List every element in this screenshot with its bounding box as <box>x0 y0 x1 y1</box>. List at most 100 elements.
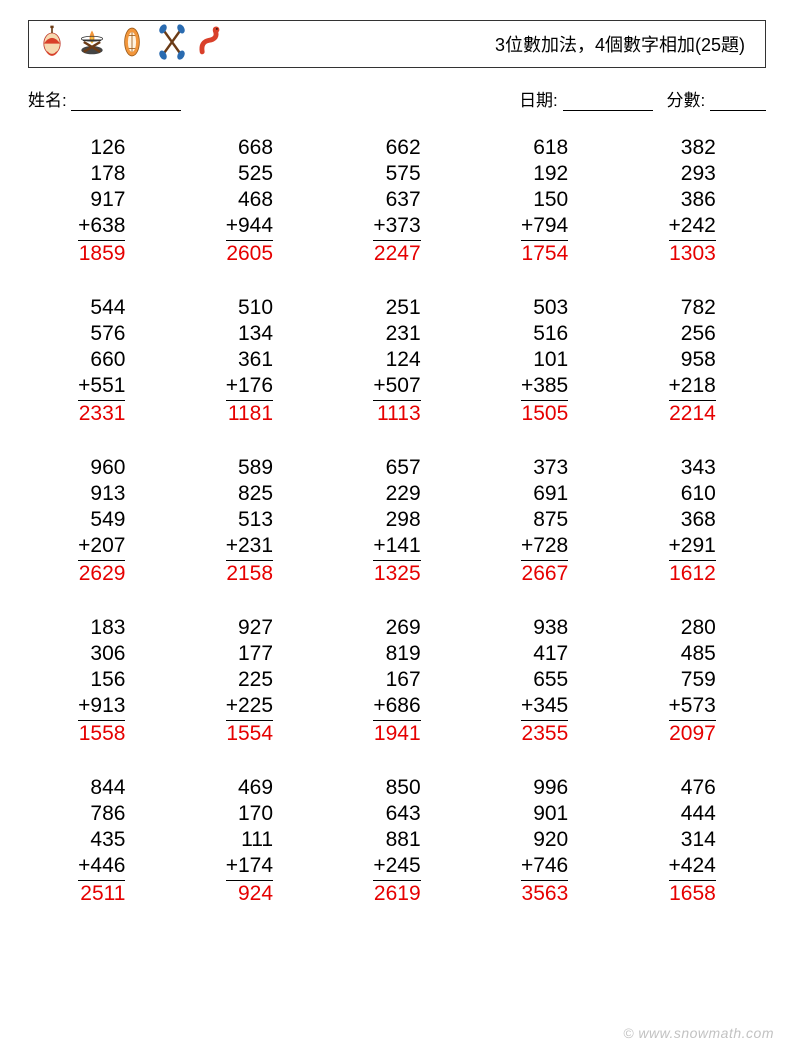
plus-sign: + <box>669 694 681 717</box>
problem: 927177225+2251554 <box>176 615 324 747</box>
addend: 691 <box>521 481 568 507</box>
plus-sign: + <box>226 214 238 237</box>
addend: 913 <box>90 694 125 717</box>
plus-sign: + <box>669 374 681 397</box>
addend: 231 <box>373 321 420 347</box>
bobber-icon <box>35 24 69 65</box>
problem-column: 960913549+2072629 <box>78 455 125 587</box>
plus-sign: + <box>226 854 238 877</box>
addend: 655 <box>521 667 568 693</box>
last-addend: +218 <box>669 373 716 399</box>
addend: 507 <box>386 374 421 397</box>
problem: 996901920+7463563 <box>471 775 619 907</box>
addend: 170 <box>226 801 273 827</box>
plus-sign: + <box>373 854 385 877</box>
addend: 686 <box>386 694 421 717</box>
addend: 549 <box>78 507 125 533</box>
last-addend: +573 <box>669 693 716 719</box>
answer: 1754 <box>521 241 568 267</box>
addend: 544 <box>78 295 125 321</box>
answer: 1505 <box>521 401 568 427</box>
answer: 1941 <box>373 721 420 747</box>
name-label: 姓名: <box>28 91 67 110</box>
addend: 225 <box>226 667 273 693</box>
problem-column: 476444314+4241658 <box>669 775 716 907</box>
problem: 662575637+3732247 <box>323 135 471 267</box>
problem: 280485759+5732097 <box>618 615 766 747</box>
answer: 2619 <box>373 881 420 907</box>
header-icons <box>35 24 229 65</box>
addend: 177 <box>226 641 273 667</box>
plus-sign: + <box>78 214 90 237</box>
problem: 269819167+6861941 <box>323 615 471 747</box>
problem: 126178917+6381859 <box>28 135 176 267</box>
addend: 476 <box>669 775 716 801</box>
problem-column: 510134361+1761181 <box>226 295 273 427</box>
addend: 111 <box>226 827 273 853</box>
answer: 1612 <box>669 561 716 587</box>
name-blank <box>71 94 181 111</box>
info-line: 姓名: 日期: 分數: <box>28 86 766 111</box>
last-addend: +385 <box>521 373 568 399</box>
last-addend: +728 <box>521 533 568 559</box>
addend: 101 <box>521 347 568 373</box>
last-addend: +794 <box>521 213 568 239</box>
addend: 156 <box>78 667 125 693</box>
addend: 913 <box>78 481 125 507</box>
addend: 944 <box>238 214 273 237</box>
plus-sign: + <box>78 534 90 557</box>
answer: 2214 <box>669 401 716 427</box>
answer: 1181 <box>226 401 273 427</box>
plus-sign: + <box>78 374 90 397</box>
plus-sign: + <box>521 534 533 557</box>
addend: 126 <box>78 135 125 161</box>
addend: 938 <box>521 615 568 641</box>
addend: 551 <box>90 374 125 397</box>
problem-column: 844786435+4462511 <box>78 775 125 907</box>
problem: 938417655+3452355 <box>471 615 619 747</box>
problem-column: 657229298+1411325 <box>373 455 420 587</box>
plus-sign: + <box>669 214 681 237</box>
score-blank <box>710 94 766 111</box>
addend: 291 <box>681 534 716 557</box>
canoe-icon <box>115 24 149 65</box>
addend: 920 <box>521 827 568 853</box>
addend: 503 <box>521 295 568 321</box>
addend: 525 <box>226 161 273 187</box>
problem-column: 544576660+5512331 <box>78 295 125 427</box>
addend: 444 <box>669 801 716 827</box>
answer: 2097 <box>669 721 716 747</box>
addend: 256 <box>669 321 716 347</box>
addend: 174 <box>238 854 273 877</box>
problem: 469170111+174924 <box>176 775 324 907</box>
problem: 503516101+3851505 <box>471 295 619 427</box>
addend: 759 <box>669 667 716 693</box>
last-addend: +373 <box>373 213 420 239</box>
plus-sign: + <box>669 854 681 877</box>
last-addend: +507 <box>373 373 420 399</box>
paddles-icon <box>155 24 189 65</box>
problem-column: 251231124+5071113 <box>373 295 420 427</box>
header-box: 3位數加法，4個數字相加(25題) <box>28 20 766 68</box>
problem: 850643881+2452619 <box>323 775 471 907</box>
answer: 2158 <box>226 561 273 587</box>
addend: 298 <box>373 507 420 533</box>
last-addend: +176 <box>226 373 273 399</box>
addend: 618 <box>521 135 568 161</box>
answer: 2331 <box>78 401 125 427</box>
problem: 382293386+2421303 <box>618 135 766 267</box>
addend: 345 <box>533 694 568 717</box>
addend: 373 <box>386 214 421 237</box>
problems-grid: 126178917+6381859668525468+9442605662575… <box>28 135 766 907</box>
answer: 2355 <box>521 721 568 747</box>
addend: 242 <box>681 214 716 237</box>
problem-column: 589825513+2312158 <box>226 455 273 587</box>
score-field: 分數: <box>667 86 766 111</box>
addend: 385 <box>533 374 568 397</box>
problem: 960913549+2072629 <box>28 455 176 587</box>
problem: 844786435+4462511 <box>28 775 176 907</box>
addend: 927 <box>226 615 273 641</box>
campfire-icon <box>75 24 109 65</box>
problem-column: 280485759+5732097 <box>669 615 716 747</box>
problem-column: 373691875+7282667 <box>521 455 568 587</box>
